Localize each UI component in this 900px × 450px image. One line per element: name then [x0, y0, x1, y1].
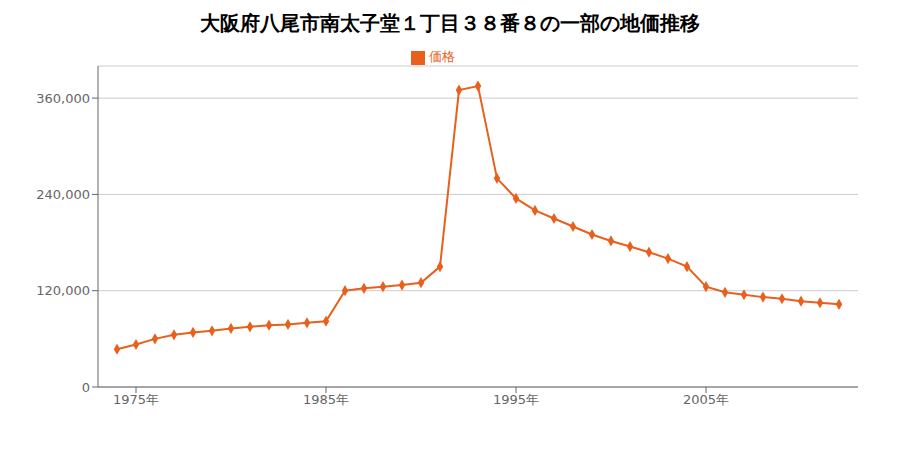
svg-text:1985年: 1985年 [303, 392, 349, 407]
html-text:価格: 価格 [429, 49, 455, 64]
svg-text:360,000: 360,000 [36, 91, 90, 106]
svg-text:1975年: 1975年 [113, 392, 159, 407]
svg-text:120,000: 120,000 [36, 283, 90, 298]
svg-text:2005年: 2005年 [683, 392, 729, 407]
html-text:大阪府八尾市南太子堂１丁目３８番８の一部の地価推移: 大阪府八尾市南太子堂１丁目３８番８の一部の地価推移 [200, 11, 700, 35]
svg-text:1995年: 1995年 [493, 392, 539, 407]
svg-text:240,000: 240,000 [36, 187, 90, 202]
svg-text:0: 0 [82, 380, 90, 395]
